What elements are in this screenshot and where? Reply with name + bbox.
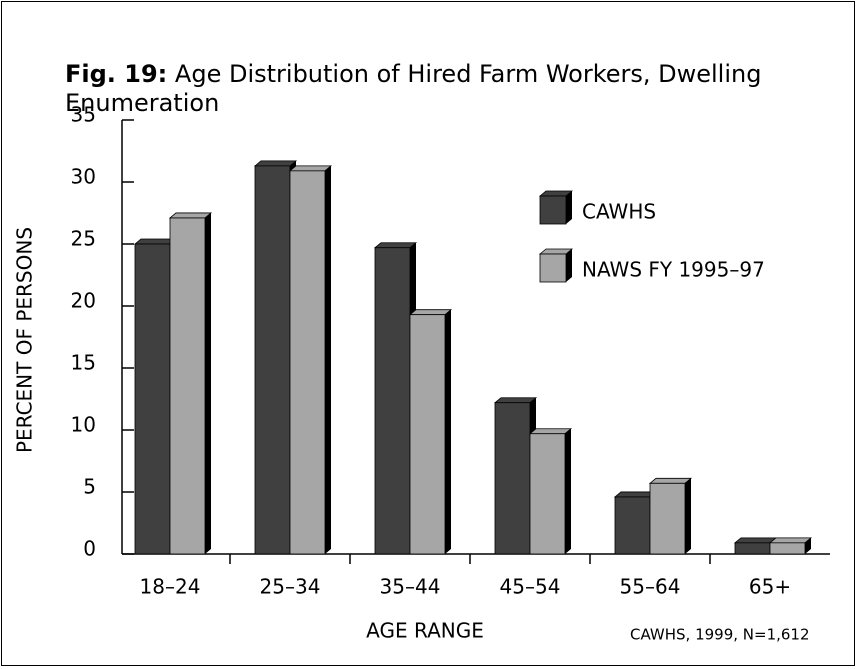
- legend-swatch-side: [566, 191, 572, 224]
- bar-top: [528, 428, 573, 435]
- y-axis-label: PERCENT OF PERSONS: [13, 227, 37, 453]
- x-tick-label: 18–24: [140, 575, 201, 599]
- y-tick-label: 5: [83, 475, 96, 499]
- y-tick-label: 15: [71, 351, 96, 375]
- bar: [734, 542, 771, 555]
- y-tick-label: 25: [71, 227, 96, 251]
- x-tick-label: 25–34: [260, 575, 321, 599]
- bar: [169, 217, 206, 555]
- bar: [409, 314, 446, 555]
- bar-side: [445, 309, 451, 554]
- x-axis-label: AGE RANGE: [366, 619, 484, 643]
- bar-top: [768, 537, 813, 544]
- bar-side: [565, 428, 571, 554]
- bar: [649, 482, 686, 555]
- bar-top: [493, 397, 538, 404]
- note: CAWHS, 1999, N=1,612: [630, 626, 810, 644]
- bar: [134, 243, 171, 555]
- bar-top: [253, 160, 298, 167]
- bar-top: [648, 477, 693, 484]
- legend-swatch-side: [566, 249, 572, 282]
- chart-title: Fig. 19: Age Distribution of Hired Farm …: [65, 60, 765, 118]
- bar-top: [733, 537, 778, 544]
- legend-label: CAWHS: [582, 200, 656, 224]
- y-tick-label: 0: [83, 537, 96, 561]
- bar: [374, 247, 411, 555]
- bar-top: [373, 242, 418, 249]
- x-tick-label: 55–64: [620, 575, 681, 599]
- bar-side: [205, 212, 211, 554]
- bar: [769, 542, 806, 555]
- y-tick-label: 10: [71, 413, 96, 437]
- y-tick-label: 30: [71, 165, 96, 189]
- x-tick-label: 45–54: [500, 575, 561, 599]
- bar: [529, 433, 566, 555]
- bar: [614, 496, 651, 555]
- y-tick-label: 20: [71, 289, 96, 313]
- bar-top: [288, 165, 333, 172]
- bar-side: [685, 478, 691, 554]
- legend-label: NAWS FY 1995–97: [582, 258, 765, 282]
- bar-top: [408, 309, 453, 316]
- title-label: Fig. 19:: [65, 60, 168, 88]
- bar-top: [168, 212, 213, 219]
- bar: [494, 402, 531, 555]
- y-tick-label: 35: [71, 103, 96, 127]
- x-tick-label: 35–44: [380, 575, 441, 599]
- bar: [254, 165, 291, 555]
- x-tick-label: 65+: [749, 575, 791, 599]
- legend-swatch: [539, 253, 567, 283]
- bar-side: [805, 537, 811, 554]
- bar: [289, 170, 326, 555]
- legend-swatch: [539, 195, 567, 225]
- title-text: Age Distribution of Hired Farm Workers, …: [65, 60, 762, 117]
- bar-side: [325, 165, 331, 554]
